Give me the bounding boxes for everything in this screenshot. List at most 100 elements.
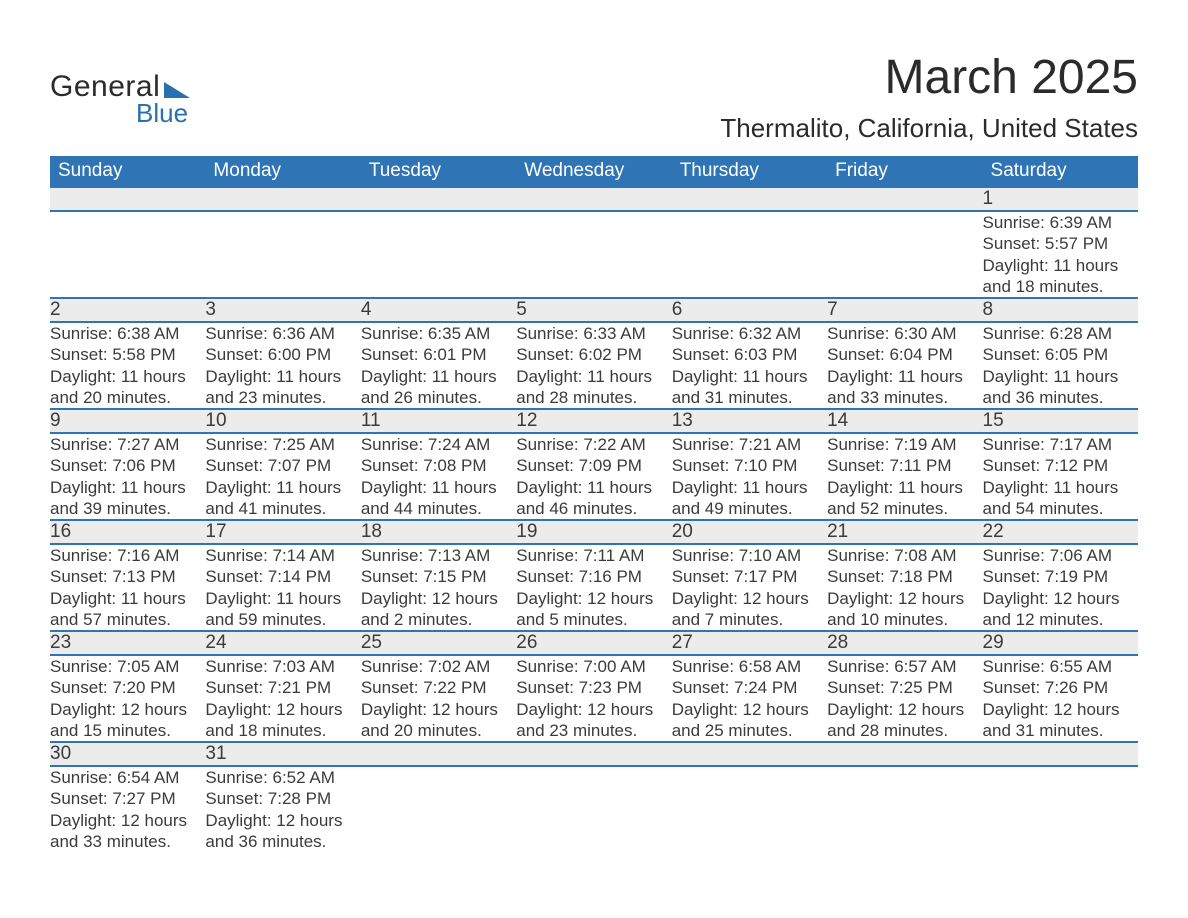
daylight-line: Daylight: 12 hours and 18 minutes. <box>205 699 360 742</box>
day-data-cell: Sunrise: 7:16 AMSunset: 7:13 PMDaylight:… <box>50 544 205 631</box>
daylight-line: Daylight: 12 hours and 25 minutes. <box>672 699 827 742</box>
sunrise-line: Sunrise: 7:03 AM <box>205 656 360 677</box>
day-number-cell: 26 <box>516 631 671 655</box>
day-number-cell: 29 <box>983 631 1138 655</box>
day-number-cell: 18 <box>361 520 516 544</box>
calendar-body: 1 Sunrise: 6:39 AMSunset: 5:57 PMDayligh… <box>50 187 1138 852</box>
sunset-line: Sunset: 7:22 PM <box>361 677 516 698</box>
sunrise-line: Sunrise: 7:16 AM <box>50 545 205 566</box>
daylight-line: Daylight: 11 hours and 26 minutes. <box>361 366 516 409</box>
day-data-cell: Sunrise: 6:57 AMSunset: 7:25 PMDaylight:… <box>827 655 982 742</box>
day-data-cell: Sunrise: 6:55 AMSunset: 7:26 PMDaylight:… <box>983 655 1138 742</box>
daylight-line: Daylight: 11 hours and 23 minutes. <box>205 366 360 409</box>
sunrise-line: Sunrise: 7:10 AM <box>672 545 827 566</box>
sunset-line: Sunset: 7:07 PM <box>205 455 360 476</box>
calendar-page: General Blue March 2025 Thermalito, Cali… <box>0 0 1188 892</box>
sunrise-line: Sunrise: 6:35 AM <box>361 323 516 344</box>
sunrise-line: Sunrise: 7:22 AM <box>516 434 671 455</box>
day-number-row: 1 <box>50 187 1138 211</box>
calendar-table: Sunday Monday Tuesday Wednesday Thursday… <box>50 156 1138 852</box>
day-number-cell: 16 <box>50 520 205 544</box>
sunset-line: Sunset: 7:15 PM <box>361 566 516 587</box>
day-data-cell: Sunrise: 7:14 AMSunset: 7:14 PMDaylight:… <box>205 544 360 631</box>
day-number-cell: 9 <box>50 409 205 433</box>
sunset-line: Sunset: 7:08 PM <box>361 455 516 476</box>
day-number-cell <box>827 187 982 211</box>
sunset-line: Sunset: 7:24 PM <box>672 677 827 698</box>
day-number-cell: 23 <box>50 631 205 655</box>
daylight-line: Daylight: 11 hours and 57 minutes. <box>50 588 205 631</box>
sunrise-line: Sunrise: 6:28 AM <box>983 323 1138 344</box>
day-number-row: 16171819202122 <box>50 520 1138 544</box>
day-data-cell: Sunrise: 7:11 AMSunset: 7:16 PMDaylight:… <box>516 544 671 631</box>
daylight-line: Daylight: 12 hours and 20 minutes. <box>361 699 516 742</box>
daylight-line: Daylight: 11 hours and 41 minutes. <box>205 477 360 520</box>
day-data-cell <box>827 766 982 852</box>
day-data-row: Sunrise: 7:16 AMSunset: 7:13 PMDaylight:… <box>50 544 1138 631</box>
day-data-cell: Sunrise: 6:35 AMSunset: 6:01 PMDaylight:… <box>361 322 516 409</box>
day-data-cell <box>672 766 827 852</box>
sunset-line: Sunset: 6:04 PM <box>827 344 982 365</box>
sunset-line: Sunset: 6:05 PM <box>983 344 1138 365</box>
day-number-cell: 10 <box>205 409 360 433</box>
day-number-cell <box>205 187 360 211</box>
day-number-cell: 8 <box>983 298 1138 322</box>
day-data-cell: Sunrise: 6:30 AMSunset: 6:04 PMDaylight:… <box>827 322 982 409</box>
day-number-cell: 17 <box>205 520 360 544</box>
daylight-line: Daylight: 11 hours and 20 minutes. <box>50 366 205 409</box>
sunset-line: Sunset: 7:10 PM <box>672 455 827 476</box>
day-data-cell: Sunrise: 7:08 AMSunset: 7:18 PMDaylight:… <box>827 544 982 631</box>
sunrise-line: Sunrise: 6:58 AM <box>672 656 827 677</box>
day-data-cell: Sunrise: 7:19 AMSunset: 7:11 PMDaylight:… <box>827 433 982 520</box>
sunrise-line: Sunrise: 6:39 AM <box>983 212 1138 233</box>
day-data-cell <box>205 211 360 298</box>
sunrise-line: Sunrise: 7:00 AM <box>516 656 671 677</box>
sunset-line: Sunset: 7:13 PM <box>50 566 205 587</box>
weekday-header-row: Sunday Monday Tuesday Wednesday Thursday… <box>50 156 1138 187</box>
sunrise-line: Sunrise: 7:13 AM <box>361 545 516 566</box>
sunset-line: Sunset: 7:18 PM <box>827 566 982 587</box>
sunset-line: Sunset: 7:25 PM <box>827 677 982 698</box>
sunrise-line: Sunrise: 7:17 AM <box>983 434 1138 455</box>
sunset-line: Sunset: 7:17 PM <box>672 566 827 587</box>
sunrise-line: Sunrise: 7:11 AM <box>516 545 671 566</box>
weekday-header: Monday <box>205 156 360 187</box>
daylight-line: Daylight: 12 hours and 10 minutes. <box>827 588 982 631</box>
day-number-cell: 12 <box>516 409 671 433</box>
day-number-cell: 2 <box>50 298 205 322</box>
sunrise-line: Sunrise: 6:52 AM <box>205 767 360 788</box>
day-number-cell <box>361 187 516 211</box>
day-number-cell: 31 <box>205 742 360 766</box>
sunrise-line: Sunrise: 6:30 AM <box>827 323 982 344</box>
sunset-line: Sunset: 6:00 PM <box>205 344 360 365</box>
day-data-cell <box>50 211 205 298</box>
daylight-line: Daylight: 11 hours and 31 minutes. <box>672 366 827 409</box>
daylight-line: Daylight: 11 hours and 54 minutes. <box>983 477 1138 520</box>
sunrise-line: Sunrise: 7:27 AM <box>50 434 205 455</box>
sunset-line: Sunset: 7:12 PM <box>983 455 1138 476</box>
sunrise-line: Sunrise: 6:36 AM <box>205 323 360 344</box>
daylight-line: Daylight: 11 hours and 49 minutes. <box>672 477 827 520</box>
daylight-line: Daylight: 12 hours and 36 minutes. <box>205 810 360 853</box>
sunrise-line: Sunrise: 7:21 AM <box>672 434 827 455</box>
daylight-line: Daylight: 12 hours and 15 minutes. <box>50 699 205 742</box>
day-data-row: Sunrise: 6:54 AMSunset: 7:27 PMDaylight:… <box>50 766 1138 852</box>
sunset-line: Sunset: 7:14 PM <box>205 566 360 587</box>
day-number-cell: 27 <box>672 631 827 655</box>
day-number-cell: 11 <box>361 409 516 433</box>
sunrise-line: Sunrise: 7:24 AM <box>361 434 516 455</box>
day-data-cell <box>516 211 671 298</box>
logo-triangle-icon <box>164 82 190 98</box>
daylight-line: Daylight: 11 hours and 18 minutes. <box>983 255 1138 298</box>
day-number-cell <box>827 742 982 766</box>
daylight-line: Daylight: 12 hours and 23 minutes. <box>516 699 671 742</box>
day-data-cell: Sunrise: 7:06 AMSunset: 7:19 PMDaylight:… <box>983 544 1138 631</box>
day-number-cell <box>672 742 827 766</box>
day-number-cell: 13 <box>672 409 827 433</box>
sunrise-line: Sunrise: 6:33 AM <box>516 323 671 344</box>
title-block: March 2025 Thermalito, California, Unite… <box>720 50 1138 144</box>
sunset-line: Sunset: 7:11 PM <box>827 455 982 476</box>
sunrise-line: Sunrise: 7:05 AM <box>50 656 205 677</box>
day-data-row: Sunrise: 6:38 AMSunset: 5:58 PMDaylight:… <box>50 322 1138 409</box>
day-data-cell <box>983 766 1138 852</box>
